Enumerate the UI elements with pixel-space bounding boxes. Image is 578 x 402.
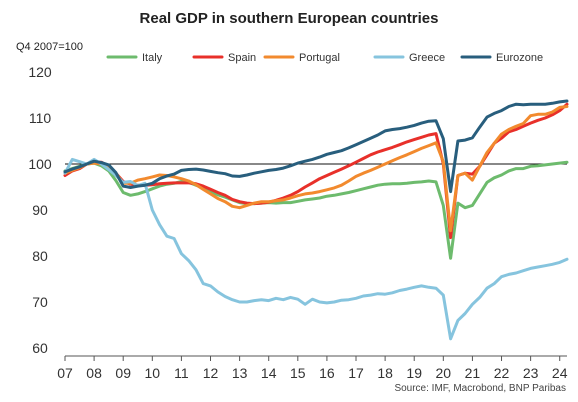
- x-tick-label: 12: [203, 365, 219, 381]
- x-tick-label: 18: [377, 365, 393, 381]
- x-tick-label: 15: [290, 365, 306, 381]
- y-tick-label: 60: [32, 340, 48, 356]
- x-tick-label: 21: [465, 365, 481, 381]
- legend-label-italy: Italy: [142, 52, 163, 64]
- x-tick-label: 16: [319, 365, 335, 381]
- series-line-greece: [63, 157, 569, 341]
- unit-label: Q4 2007=100: [16, 41, 83, 53]
- y-tick-label: 80: [32, 248, 48, 264]
- series-line-spain: [63, 102, 569, 240]
- x-tick-label: 07: [57, 365, 73, 381]
- series-line-italy: [63, 160, 569, 260]
- chart-title: Real GDP in southern European countries: [140, 10, 439, 27]
- y-tick-label: 120: [28, 64, 52, 80]
- x-tick-label: 24: [552, 365, 568, 381]
- x-tick-label: 08: [86, 365, 102, 381]
- series-line-portugal: [63, 105, 569, 233]
- legend-label-portugal: Portugal: [299, 52, 340, 64]
- x-tick-label: 22: [494, 365, 510, 381]
- legend-label-greece: Greece: [409, 52, 445, 64]
- legend: Italy Spain Portugal Greece Eurozone: [106, 52, 543, 64]
- x-tick-label: 20: [436, 365, 452, 381]
- series-lines: [63, 99, 569, 341]
- x-tick-label: 09: [115, 365, 131, 381]
- y-tick-label: 110: [29, 110, 52, 126]
- x-tick-label: 19: [406, 365, 422, 381]
- x-tick-label: 14: [261, 365, 277, 381]
- x-tick-label: 10: [145, 365, 161, 381]
- source-note: Source: IMF, Macrobond, BNP Paribas: [394, 383, 566, 394]
- y-tick-label: 70: [32, 294, 48, 310]
- series-line-eurozone: [63, 99, 569, 194]
- axes: 07 08 09 10 11 12 13 14 15 16 17 18 19 20 21 22 23 24 60 70…: [28, 64, 567, 381]
- x-tick-label: 13: [232, 365, 248, 381]
- y-tick-label: 100: [28, 156, 52, 172]
- x-tick-label: 23: [523, 365, 539, 381]
- legend-label-eurozone: Eurozone: [496, 52, 543, 64]
- x-tick-label: 11: [174, 365, 189, 381]
- x-tick-label: 17: [348, 365, 364, 381]
- legend-label-spain: Spain: [228, 52, 256, 64]
- y-tick-label: 90: [32, 202, 48, 218]
